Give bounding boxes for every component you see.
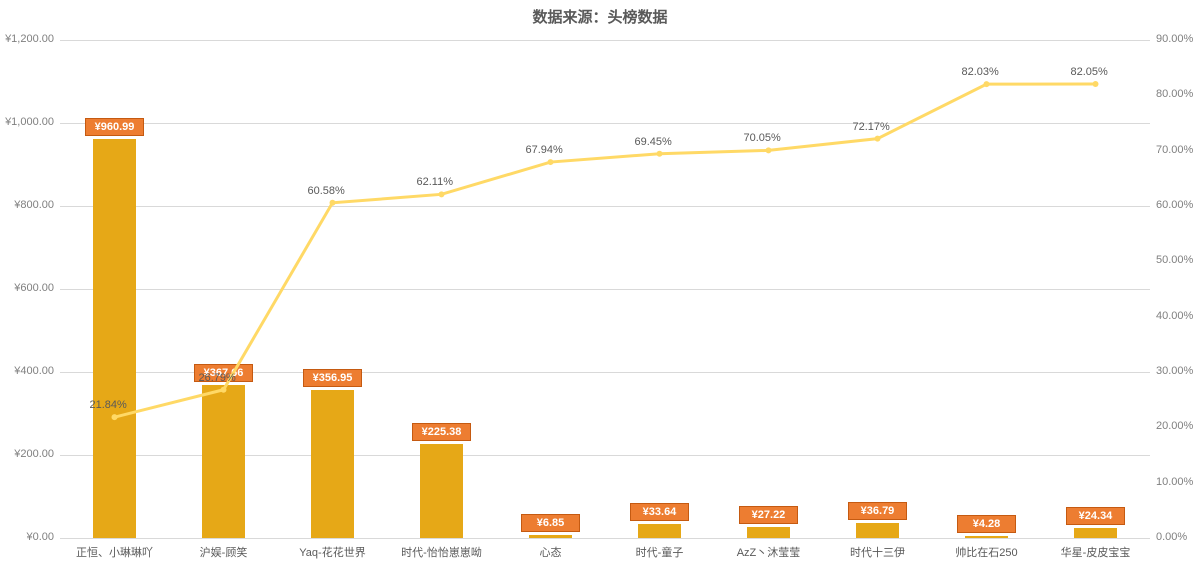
plot-area: ¥0.00¥200.00¥400.00¥600.00¥800.00¥1,000.… <box>60 40 1150 538</box>
y-axis-left-tick: ¥600.00 <box>14 282 54 294</box>
line-value-label: 21.84% <box>90 399 127 411</box>
line-marker <box>439 191 445 197</box>
y-axis-left-tick: ¥1,000.00 <box>5 116 54 128</box>
y-axis-left-tick: ¥800.00 <box>14 199 54 211</box>
grid-line <box>60 538 1150 539</box>
x-axis-tick: 正恒、小琳琳吖 <box>60 544 169 560</box>
line-marker <box>221 387 227 393</box>
y-axis-right-tick: 80.00% <box>1156 88 1193 100</box>
line-path <box>115 84 1096 417</box>
x-axis-tick: 时代十三伊 <box>823 544 932 560</box>
line-marker <box>875 136 881 142</box>
y-axis-right-tick: 40.00% <box>1156 310 1193 322</box>
y-axis-right-tick: 50.00% <box>1156 254 1193 266</box>
x-axis-tick: 沪娱-顾笑 <box>169 544 278 560</box>
x-axis-tick: 华星-皮皮宝宝 <box>1041 544 1150 560</box>
line-series <box>60 40 1150 538</box>
y-axis-left-tick: ¥0.00 <box>26 531 54 543</box>
y-axis-left-tick: ¥1,200.00 <box>5 33 54 45</box>
x-axis-tick: 帅比在石250 <box>932 544 1041 560</box>
line-value-label: 26.79% <box>199 372 236 384</box>
line-value-label: 62.11% <box>417 176 454 188</box>
line-value-label: 70.05% <box>744 132 781 144</box>
line-value-label: 82.03% <box>962 66 999 78</box>
line-marker <box>766 147 772 153</box>
line-marker <box>548 159 554 165</box>
line-marker <box>657 151 663 157</box>
line-value-label: 67.94% <box>526 144 563 156</box>
line-value-label: 72.17% <box>853 121 890 133</box>
line-value-label: 82.05% <box>1071 66 1108 78</box>
chart-title: 数据来源：头榜数据 <box>0 0 1200 27</box>
y-axis-right-tick: 90.00% <box>1156 33 1193 45</box>
line-value-label: 60.58% <box>308 185 345 197</box>
y-axis-left-tick: ¥400.00 <box>14 365 54 377</box>
y-axis-right-tick: 30.00% <box>1156 365 1193 377</box>
y-axis-right-tick: 0.00% <box>1156 531 1187 543</box>
y-axis-left-tick: ¥200.00 <box>14 448 54 460</box>
y-axis-right-tick: 10.00% <box>1156 476 1193 488</box>
line-marker <box>984 81 990 87</box>
line-marker <box>1093 81 1099 87</box>
x-axis-tick: Yaq-花花世界 <box>278 544 387 560</box>
x-axis-tick: AzZ丶沐莹莹 <box>714 544 823 560</box>
x-axis-tick: 时代-怡怡崽崽呦 <box>387 544 496 560</box>
combo-chart: 数据来源：头榜数据 ¥0.00¥200.00¥400.00¥600.00¥800… <box>0 0 1200 571</box>
y-axis-right-tick: 70.00% <box>1156 144 1193 156</box>
line-value-label: 69.45% <box>635 136 672 148</box>
x-axis-tick: 心态 <box>496 544 605 560</box>
y-axis-right-tick: 20.00% <box>1156 420 1193 432</box>
y-axis-right-tick: 60.00% <box>1156 199 1193 211</box>
line-marker <box>330 200 336 206</box>
line-marker <box>112 414 118 420</box>
x-axis-tick: 时代-童子 <box>605 544 714 560</box>
